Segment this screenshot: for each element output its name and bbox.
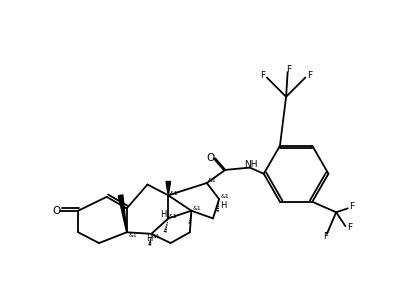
Text: &1: &1 [151,234,160,239]
Text: NH: NH [243,160,257,169]
Text: &1: &1 [168,214,177,219]
Text: &1: &1 [207,178,216,183]
Text: F: F [306,71,311,81]
Polygon shape [118,195,126,232]
Text: H: H [220,201,226,210]
Text: F: F [348,202,353,211]
Text: &1: &1 [192,206,200,211]
Text: O: O [53,206,61,216]
Text: &1: &1 [220,194,228,199]
Text: &1: &1 [170,190,178,195]
Text: F: F [346,223,351,232]
Text: H: H [146,234,152,243]
Text: O: O [206,153,214,163]
Text: &1: &1 [128,233,137,238]
Text: H: H [160,210,166,219]
Text: F: F [285,64,290,74]
Text: F: F [260,71,265,81]
Polygon shape [166,181,170,195]
Text: F: F [322,232,327,241]
